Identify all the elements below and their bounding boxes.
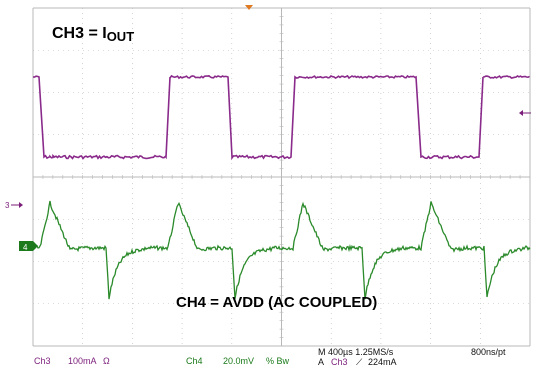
ch3-annotation: CH3 = IOUT [52,25,134,44]
graticule [32,7,531,347]
ch3-marker-label: 3 [5,201,10,210]
ch3-status-scale: 100mA [68,356,97,366]
trigger-marker-icon [245,5,253,10]
ch4-status-mode: % Bw [266,356,290,366]
ch4-status-scale: 20.0mV [223,356,255,366]
ch4-marker-label: 4 [23,243,28,252]
trigger-level: 224mA [368,357,397,367]
ch3-ground-marker: 3 [5,201,23,210]
waveform-traces [32,74,531,300]
trigger-slope-icon: ⟋ [356,357,363,367]
ch4-annotation-text: CH4 = AVDD (AC COUPLED) [176,294,378,311]
ch3-status-ohm: Ω [103,356,110,366]
ch3-annotation-text: CH3 = I [52,25,107,42]
ch4-ground-marker: 4 [19,241,38,252]
ch3-status-label: Ch3 [34,356,51,366]
trigger-prefix: A [318,357,325,367]
ch3-level-arrow-icon [519,110,531,116]
ch4-status-label: Ch4 [186,356,203,366]
ch4-avdd-trace [32,200,531,300]
ch4-annotation: CH4 = AVDD (AC COUPLED) [176,294,377,311]
trigger-source: Ch3 [331,357,348,367]
ch3-annotation-subscript: OUT [106,29,135,44]
ch3-iout-trace [32,74,530,161]
resolution-readout: 800ns/pt [471,347,506,357]
timebase-readout: M 400µs 1.25MS/s [318,347,394,357]
